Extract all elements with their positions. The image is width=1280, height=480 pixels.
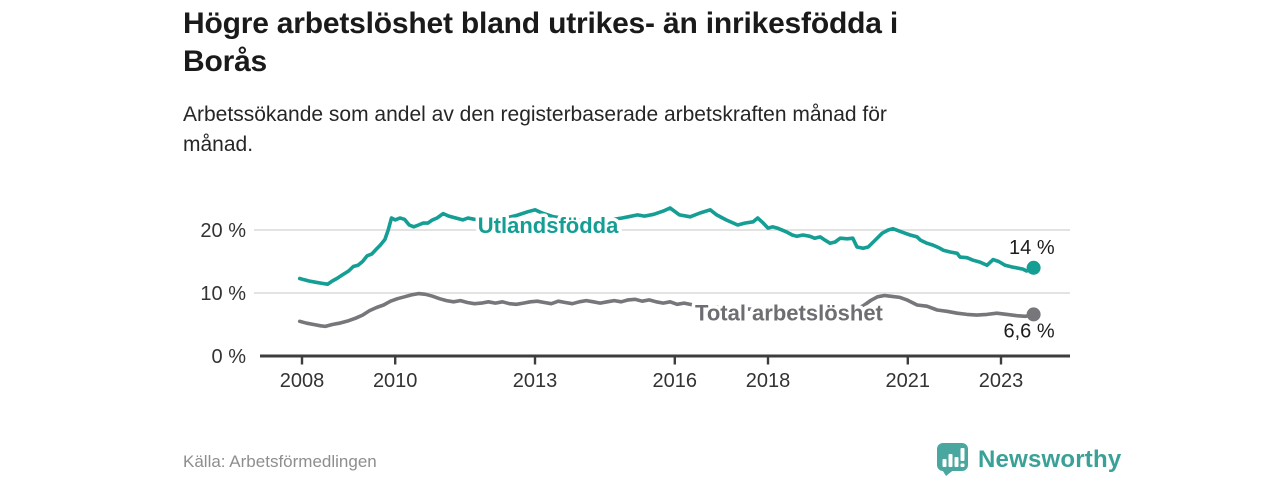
x-tick-label: 2013	[513, 370, 558, 392]
page-title: Högre arbetslöshet bland utrikes- än inr…	[183, 7, 898, 78]
x-tick-label: 2023	[979, 370, 1024, 392]
y-tick-label: 20 %	[200, 220, 246, 242]
newsworthy-wordmark: Newsworthy	[978, 445, 1122, 473]
y-tick-label: 0 %	[212, 346, 247, 368]
series-end-dot-utlandsf-dda	[1026, 260, 1041, 275]
series-end-dot-total-arbetsl-shet	[1026, 307, 1041, 322]
newsworthy-logo-icon	[937, 443, 968, 476]
x-tick-label: 2021	[886, 370, 931, 392]
x-tick-label: 2016	[653, 370, 698, 392]
end-value-label-total-arbetsl-shet: 6,6 %	[1003, 320, 1054, 342]
x-tick-label: 2018	[746, 370, 791, 392]
x-tick-label: 2008	[280, 370, 325, 392]
series-label-total-arbetsl-shet: Total arbetslöshet	[695, 301, 884, 326]
source-note: Källa: Arbetsförmedlingen	[183, 452, 377, 471]
series-line-utlandsf-dda	[297, 206, 1036, 286]
series-line-total-arbetsl-shet	[297, 291, 1036, 329]
chart-subtitle: Arbetssökande som andel av den registerb…	[183, 103, 887, 156]
y-tick-label: 10 %	[200, 283, 246, 305]
end-value-label-utlandsf-dda: 14 %	[1009, 237, 1055, 259]
series-label-utlandsf-dda: Utlandsfödda	[478, 213, 619, 238]
x-tick-label: 2010	[373, 370, 418, 392]
newsworthy-brand: Newsworthy	[936, 442, 1121, 477]
unemployment-line-chart: 2008 2010 2013 2016 2018 2021 2023 0 % 10 % 20 % U…	[200, 206, 1070, 392]
